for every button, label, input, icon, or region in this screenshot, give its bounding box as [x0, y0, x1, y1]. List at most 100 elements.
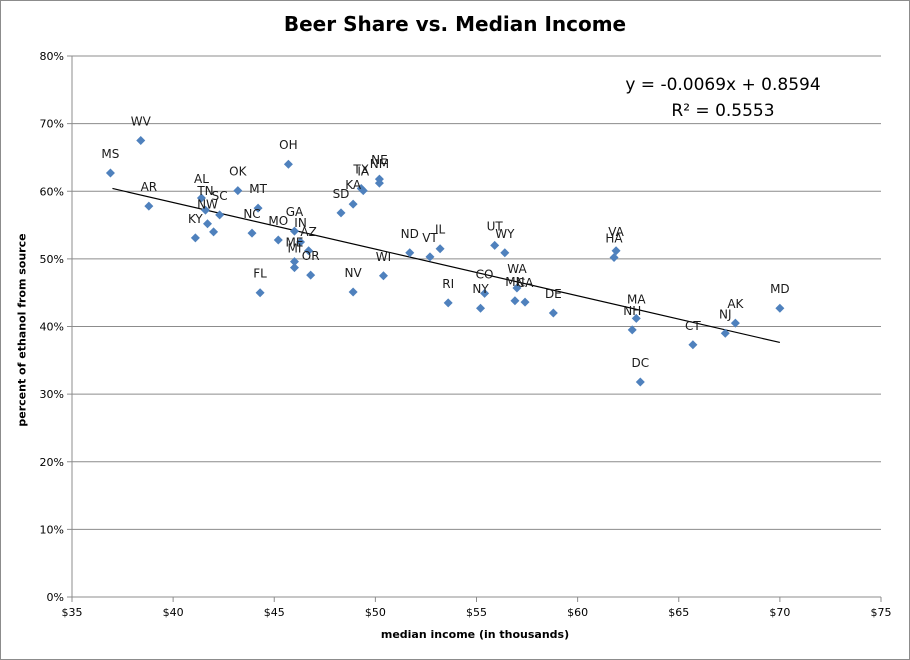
data-point	[611, 246, 621, 256]
data-label: NW	[197, 198, 218, 212]
data-label: OH	[279, 138, 297, 152]
data-label: AR	[141, 180, 158, 194]
data-point	[510, 296, 520, 306]
data-label: DE	[545, 287, 562, 301]
data-point	[425, 252, 435, 262]
data-point	[203, 219, 213, 229]
data-point	[631, 313, 641, 323]
y-tick-label: 50%	[40, 253, 64, 266]
data-point	[405, 248, 415, 258]
data-point	[476, 303, 486, 313]
data-label: NY	[472, 282, 489, 296]
data-label: AZ	[300, 225, 316, 239]
y-tick-label: 70%	[40, 118, 64, 131]
data-label: SC	[212, 189, 228, 203]
x-tick-label: $55	[466, 606, 487, 619]
data-points	[105, 136, 785, 387]
data-label: CO	[476, 267, 494, 281]
data-label: MA	[627, 292, 646, 306]
data-label: VA	[608, 225, 624, 239]
data-point	[273, 235, 283, 245]
chart-title: Beer Share vs. Median Income	[283, 12, 627, 36]
data-point	[304, 246, 314, 256]
data-point	[480, 288, 490, 298]
data-label: MD	[770, 282, 790, 296]
data-label: NH	[623, 304, 641, 318]
data-label: IL	[435, 223, 446, 237]
data-point	[512, 283, 522, 293]
y-tick-label: 60%	[40, 185, 64, 198]
data-point	[209, 227, 219, 237]
data-label: ME	[286, 236, 304, 250]
data-label: RI	[442, 277, 454, 291]
data-label: FL	[253, 267, 267, 281]
data-label: CA	[517, 276, 534, 290]
data-point	[490, 240, 500, 250]
data-label: CT	[685, 319, 701, 333]
data-point	[378, 271, 388, 281]
data-point	[255, 288, 265, 298]
x-tick-label: $45	[264, 606, 285, 619]
data-point	[253, 203, 263, 213]
data-label: DC	[632, 356, 650, 370]
data-point	[374, 178, 384, 188]
x-tick-label: $60	[567, 606, 588, 619]
data-label: IA	[357, 165, 370, 179]
data-label: OR	[302, 249, 320, 263]
y-tick-label: 30%	[40, 388, 64, 401]
data-label: IN	[294, 216, 307, 230]
data-label: ND	[401, 227, 419, 241]
data-label: NV	[345, 266, 363, 280]
data-label: NC	[243, 207, 260, 221]
data-point	[348, 199, 358, 209]
data-label: AK	[727, 297, 744, 311]
data-point	[190, 233, 200, 243]
axes	[67, 55, 882, 602]
x-tick-label: $50	[365, 606, 386, 619]
data-label: AL	[194, 172, 209, 186]
data-point	[548, 308, 558, 318]
data-point	[443, 298, 453, 308]
x-tick-label: $70	[769, 606, 790, 619]
x-tick-label: $35	[62, 606, 83, 619]
data-label: OK	[229, 165, 247, 179]
y-tick-label: 80%	[40, 50, 64, 63]
data-label: WV	[131, 115, 152, 129]
data-point	[283, 159, 293, 169]
data-label: VT	[422, 231, 438, 245]
data-label: UT	[487, 219, 504, 233]
r-squared-label: R² = 0.5553	[671, 101, 774, 121]
data-point	[289, 263, 299, 273]
data-point	[233, 186, 243, 196]
data-label: NJ	[719, 307, 732, 321]
gridlines	[72, 55, 881, 530]
data-point	[500, 248, 510, 258]
data-point	[289, 226, 299, 236]
data-point	[358, 186, 368, 196]
data-label: SD	[333, 187, 350, 201]
data-point	[520, 297, 530, 307]
data-point	[348, 287, 358, 297]
data-label: KY	[188, 212, 203, 226]
data-point	[627, 325, 637, 335]
data-point	[200, 205, 210, 215]
data-label: HA	[605, 232, 623, 246]
data-label: MT	[249, 182, 267, 196]
y-tick-label: 10%	[40, 523, 64, 536]
data-label: MS	[101, 147, 119, 161]
tick-labels: 0% 10% 20% 30% 40% 50% 60% 70% 80% $35 $40 $45 $50 $5…	[40, 50, 892, 619]
data-point	[306, 270, 316, 280]
data-label: TN	[196, 184, 213, 198]
data-point	[435, 244, 445, 254]
data-label: NE	[371, 153, 388, 167]
data-label: MN	[505, 275, 524, 289]
data-point	[730, 318, 740, 328]
data-point	[144, 201, 154, 211]
data-point	[609, 253, 619, 263]
data-point	[215, 210, 225, 220]
data-label: MO	[268, 214, 288, 228]
data-point	[336, 208, 346, 218]
x-tick-label: $75	[871, 606, 892, 619]
